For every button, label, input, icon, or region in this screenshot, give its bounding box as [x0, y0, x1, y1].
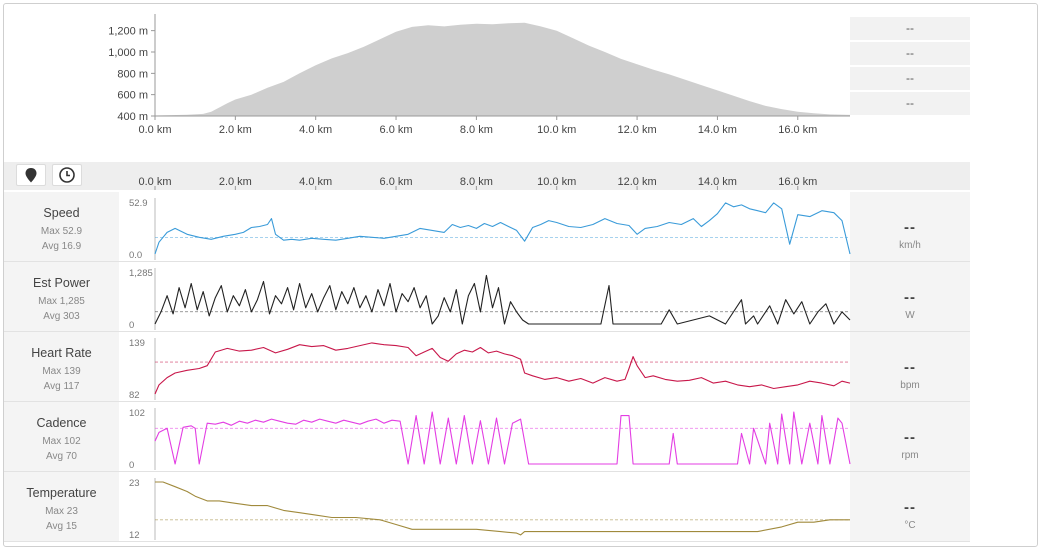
temperature-value-box: -- °C	[850, 499, 970, 531]
temperature-unit: °C	[904, 520, 916, 531]
map-pin-icon	[25, 168, 37, 183]
chart-toolbar	[4, 162, 970, 190]
timeline-x-tick-label: 14.0 km	[698, 176, 737, 188]
row-y-max-label: 1,285	[129, 268, 153, 279]
row-y-min-label: 0	[129, 460, 134, 471]
speed-value-box: -- km/h	[850, 219, 970, 251]
row-y-max-label: 139	[129, 338, 145, 349]
elevation-x-tick-label: 0.0 km	[138, 124, 171, 136]
row-y-max-label: 52.9	[129, 198, 148, 209]
row-series-line	[154, 342, 851, 395]
power-title: Est Power	[33, 276, 90, 290]
heart-rate-current-value: --	[904, 359, 916, 376]
elevation-y-tick-label: 600 m	[117, 90, 148, 102]
speed-label: Speed Max 52.9 Avg 16.9	[4, 206, 119, 254]
row-value-bg	[850, 262, 970, 331]
speed-current-value: --	[904, 219, 916, 236]
heart-rate-label: Heart Rate Max 139 Avg 117	[4, 346, 119, 394]
temperature-title: Temperature	[26, 486, 97, 500]
row-y-min-label: 0.0	[129, 250, 142, 261]
speed-unit: km/h	[899, 240, 921, 251]
heart-rate-avg: Avg 117	[43, 381, 80, 392]
speed-max: Max 52.9	[40, 226, 83, 237]
elevation-x-tick-label: 12.0 km	[618, 124, 657, 136]
timeline-x-tick-label: 4.0 km	[299, 176, 332, 188]
row-label-bg	[4, 262, 119, 331]
elevation-y-tick-label: 800 m	[117, 68, 148, 80]
row-series-line	[154, 202, 851, 255]
cadence-avg: Avg 70	[46, 451, 77, 462]
row-series-line	[155, 481, 850, 536]
cadence-current-value: --	[904, 429, 916, 446]
temperature-current-value: --	[904, 499, 916, 516]
row-label-bg	[4, 332, 119, 401]
cadence-unit: rpm	[901, 450, 919, 461]
elevation-y-tick-label: 1,200 m	[108, 26, 148, 38]
elevation-stat-4: --	[850, 92, 970, 115]
row-y-min-label: 12	[129, 530, 140, 541]
row-label-bg	[4, 402, 119, 471]
temperature-avg: Avg 15	[46, 521, 77, 532]
row-value-bg	[850, 332, 970, 401]
cadence-max: Max 102	[42, 436, 81, 447]
power-label: Est Power Max 1,285 Avg 303	[4, 276, 119, 324]
row-value-bg	[850, 402, 970, 471]
row-y-max-label: 102	[129, 408, 145, 419]
elevation-x-tick-label: 14.0 km	[698, 124, 737, 136]
timeline-x-tick-label: 16.0 km	[778, 176, 817, 188]
heart-rate-max: Max 139	[42, 366, 81, 377]
timeline-x-tick-label: 0.0 km	[138, 176, 171, 188]
speed-avg: Avg 16.9	[41, 241, 82, 252]
elevation-stats-table: -- -- -- --	[850, 17, 970, 117]
elevation-x-tick-label: 10.0 km	[537, 124, 576, 136]
elevation-area	[155, 22, 850, 117]
heart-rate-title: Heart Rate	[31, 346, 92, 360]
activity-analysis-panel: 1,200 m 1,000 m 800 m 600 m 400 m 0.0 km 2.0 k…	[3, 3, 1038, 547]
cadence-title: Cadence	[36, 416, 87, 430]
power-value-box: -- W	[850, 289, 970, 321]
elevation-x-tick-label: 6.0 km	[380, 124, 413, 136]
timeline-x-tick-label: 10.0 km	[537, 176, 576, 188]
timeline-x-tick-label: 2.0 km	[219, 176, 252, 188]
temperature-max: Max 23	[45, 506, 78, 517]
cadence-label: Cadence Max 102 Avg 70	[4, 416, 119, 464]
metric-charts: 0.0 km 2.0 km 4.0 km 6.0 km 8.0 km 10.0 km 12.…	[4, 176, 970, 542]
elevation-y-tick-label: 400 m	[117, 111, 148, 123]
elevation-x-tick-label: 2.0 km	[219, 124, 252, 136]
row-value-bg	[850, 472, 970, 541]
timeline-x-tick-label: 12.0 km	[618, 176, 657, 188]
heart-rate-value-box: -- bpm	[850, 359, 970, 391]
elevation-x-tick-label: 16.0 km	[778, 124, 817, 136]
elevation-y-tick-label: 1,000 m	[108, 47, 148, 59]
power-max: Max 1,285	[38, 296, 85, 307]
heart-rate-unit: bpm	[900, 380, 920, 391]
elevation-stat-1: --	[850, 17, 970, 40]
map-pin-button[interactable]	[16, 164, 46, 186]
elevation-stat-2: --	[850, 42, 970, 65]
row-y-min-label: 0	[129, 320, 134, 331]
row-y-max-label: 23	[129, 478, 140, 489]
speed-title: Speed	[43, 206, 80, 220]
row-label-bg	[4, 192, 119, 261]
power-current-value: --	[904, 289, 916, 306]
row-value-bg	[850, 192, 970, 261]
elevation-x-tick-label: 4.0 km	[299, 124, 332, 136]
row-label-bg	[4, 472, 119, 541]
cadence-value-box: -- rpm	[850, 429, 970, 461]
power-unit: W	[905, 310, 915, 321]
row-series-line	[154, 274, 851, 325]
row-y-min-label: 82	[129, 390, 140, 401]
row-series-line	[154, 411, 851, 465]
clock-icon	[59, 167, 75, 183]
clock-button[interactable]	[52, 164, 82, 186]
timeline-x-tick-label: 8.0 km	[460, 176, 493, 188]
timeline-x-tick-label: 6.0 km	[380, 176, 413, 188]
temperature-label: Temperature Max 23 Avg 15	[4, 486, 119, 534]
elevation-stat-3: --	[850, 67, 970, 90]
elevation-x-tick-label: 8.0 km	[460, 124, 493, 136]
elevation-chart: 1,200 m 1,000 m 800 m 600 m 400 m0.0 km 2.0 k…	[108, 14, 850, 136]
power-avg: Avg 303	[43, 311, 80, 322]
